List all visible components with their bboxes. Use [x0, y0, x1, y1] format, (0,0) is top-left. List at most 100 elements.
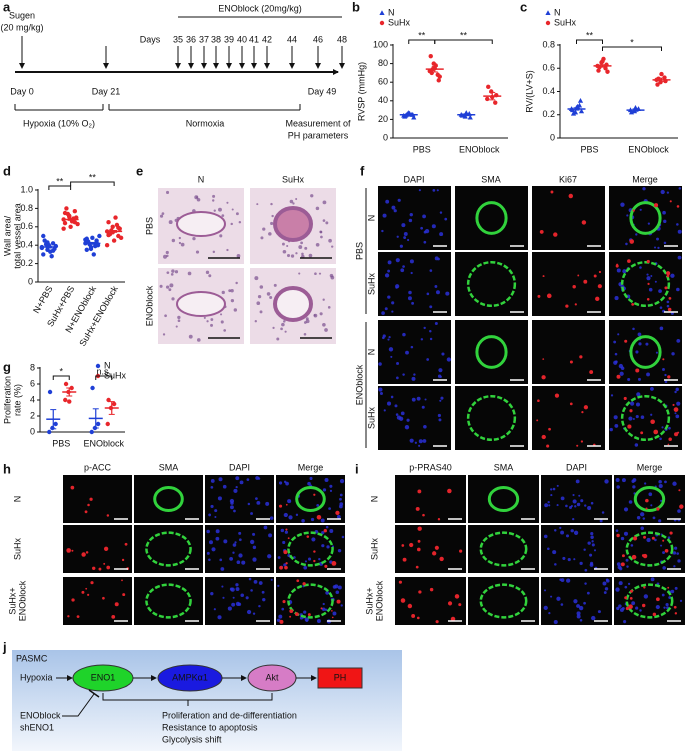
- signal: [434, 545, 439, 550]
- nucleus: [410, 271, 413, 275]
- signal: [400, 598, 406, 603]
- nucleus: [615, 478, 620, 482]
- nucleus: [677, 229, 682, 234]
- signal: [279, 565, 283, 570]
- signal: [411, 614, 416, 618]
- signal: [103, 546, 109, 551]
- nucleus: [434, 256, 439, 261]
- cell-nucleus: [180, 242, 185, 247]
- nucleus: [403, 232, 408, 236]
- cell-nucleus: [320, 235, 323, 239]
- cell-nucleus: [282, 242, 285, 246]
- row-label: ENOblock: [17, 580, 27, 621]
- nucleus: [382, 334, 386, 338]
- nucleus: [441, 352, 445, 356]
- day-label: 41: [249, 34, 259, 44]
- signal: [583, 405, 589, 410]
- nucleus: [630, 544, 634, 547]
- signal: [577, 274, 580, 277]
- nucleus: [278, 481, 283, 485]
- nucleus: [591, 543, 595, 547]
- cell-nucleus: [238, 220, 242, 224]
- nucleus: [321, 544, 325, 548]
- nucleus: [636, 392, 641, 397]
- nucleus: [206, 529, 210, 534]
- nucleus: [650, 274, 653, 278]
- nucleus: [283, 512, 288, 518]
- nucleus: [625, 558, 629, 562]
- nucleus: [339, 479, 345, 484]
- cell-nucleus: [314, 272, 317, 276]
- nucleus: [587, 541, 591, 545]
- cell-nucleus: [328, 238, 332, 243]
- nucleus: [414, 441, 418, 444]
- nucleus: [662, 210, 666, 215]
- cell-nucleus: [230, 299, 235, 303]
- panel-label: e: [136, 163, 143, 178]
- legend-marker: [545, 20, 551, 26]
- cell-nucleus: [273, 283, 277, 287]
- signal: [652, 612, 657, 617]
- data-point: [118, 235, 124, 241]
- significance-label: **: [89, 172, 97, 182]
- nucleus: [575, 479, 580, 484]
- nucleus: [572, 517, 575, 521]
- y-tick-label: 0.4: [542, 86, 555, 96]
- nucleus: [659, 306, 663, 309]
- nucleus: [616, 485, 620, 489]
- nucleus: [562, 556, 566, 560]
- nucleus: [256, 500, 261, 505]
- signal: [416, 547, 421, 552]
- x-tick-label: ENOblock: [83, 438, 124, 448]
- signal: [569, 360, 573, 364]
- nucleus: [609, 427, 613, 432]
- nucleus: [422, 439, 427, 443]
- signal: [450, 616, 456, 622]
- nucleus: [335, 590, 340, 595]
- nucleus: [559, 526, 562, 529]
- signal: [81, 552, 86, 557]
- data-point: [90, 235, 95, 241]
- inhibitor: shENO1: [20, 722, 54, 732]
- data-point: [437, 74, 442, 79]
- nucleus: [303, 610, 307, 614]
- data-point: [62, 220, 68, 226]
- nucleus: [655, 351, 658, 354]
- nucleus: [570, 529, 574, 533]
- micrograph: [468, 475, 539, 523]
- nucleus: [322, 488, 327, 492]
- vessel: [273, 206, 313, 242]
- y-axis-label: rate (%): [12, 384, 22, 416]
- nucleus: [677, 509, 681, 513]
- nucleus: [676, 223, 679, 226]
- nucleus: [325, 525, 329, 529]
- nucleus: [302, 584, 305, 588]
- nucleus: [674, 546, 678, 550]
- signal: [90, 581, 94, 585]
- day-label: Day 49: [308, 86, 337, 96]
- signal: [111, 614, 116, 619]
- nucleus: [420, 226, 423, 230]
- significance-label: **: [586, 30, 594, 40]
- nucleus: [287, 499, 292, 504]
- signal: [615, 264, 619, 268]
- nucleus: [261, 590, 265, 594]
- label: ENOblock (20mg/kg): [218, 3, 302, 13]
- effect: Glycolysis shift: [162, 734, 222, 744]
- cell-nucleus: [226, 248, 229, 252]
- signal: [335, 510, 340, 516]
- cell-nucleus: [254, 320, 257, 323]
- nucleus: [426, 358, 430, 361]
- nucleus: [217, 496, 222, 501]
- nucleus: [400, 411, 405, 416]
- cell-nucleus: [310, 194, 314, 198]
- cell-nucleus: [175, 325, 178, 328]
- cell-nucleus: [325, 221, 329, 225]
- nucleus: [627, 582, 631, 586]
- vessel: [176, 291, 226, 317]
- nucleus: [579, 561, 583, 566]
- vessel: [273, 286, 313, 322]
- nucleus: [642, 517, 646, 520]
- label: Hypoxia (10% O₂): [23, 118, 95, 128]
- cell-nucleus: [259, 310, 263, 314]
